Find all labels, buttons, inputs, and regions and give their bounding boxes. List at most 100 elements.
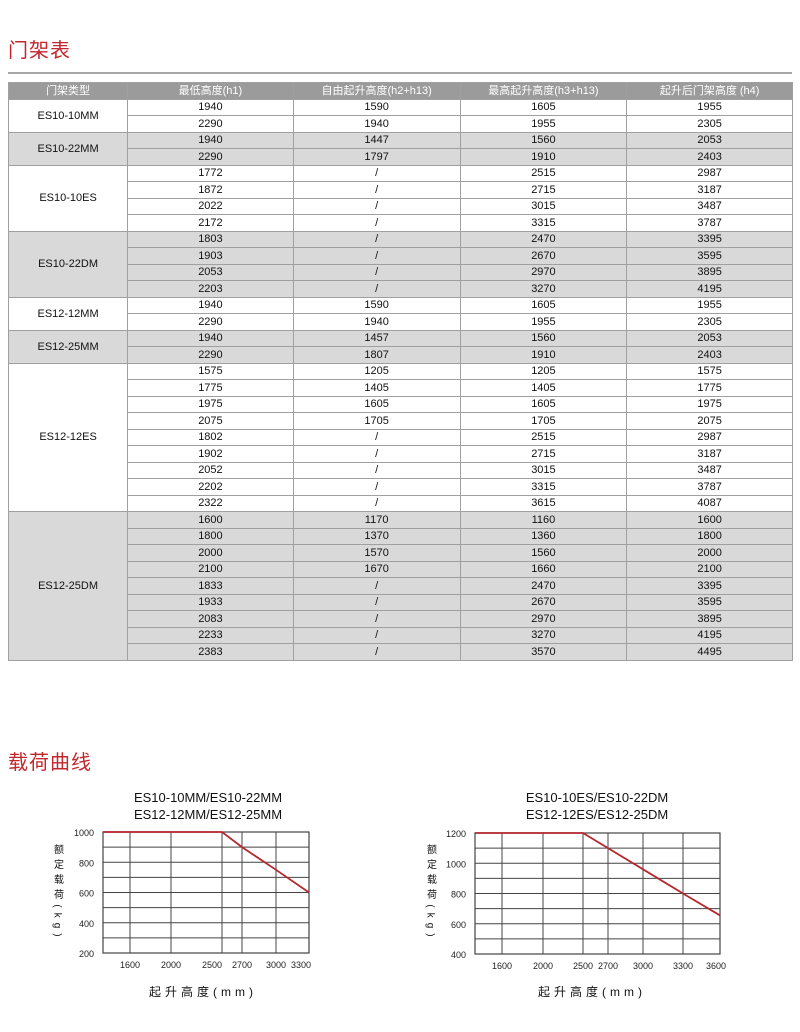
model-cell: ES10-10MM <box>7 98 129 133</box>
y-axis-label: 额定载荷(kg) <box>52 843 64 941</box>
chart-title: ES12-12MM/ES12-25MM <box>134 807 282 822</box>
value-cell: 1800 <box>626 527 793 545</box>
value-cell: 1600 <box>626 511 793 529</box>
value-cell: 2670 <box>459 593 628 611</box>
model-cell: ES12-25MM <box>7 329 129 364</box>
y-axis-label: 额定载荷(kg) <box>425 843 437 941</box>
table-row: 2203/3270 4195 <box>9 280 793 298</box>
load-curve-line <box>103 831 310 894</box>
value-cell: 2022 <box>127 197 294 215</box>
table-row: 1903/2670 3595 <box>9 247 793 265</box>
value-cell: 1955 <box>626 98 793 116</box>
table-row: 1802/2515 2987 <box>9 428 793 446</box>
value-cell: 2000 <box>127 544 294 562</box>
value-cell: 2383 <box>127 643 294 661</box>
table-header-row: 门架类型 最低高度(h1) 自由起升高度(h2+h13) 最高起升高度(h3+h13)… <box>7 82 793 100</box>
table-row: 2383/3570 4495 <box>9 643 793 661</box>
value-cell: 2000 <box>626 544 793 562</box>
x-tick-label: 2700 <box>232 960 252 970</box>
column-header: 自由起升高度(h2+h13) <box>292 82 461 100</box>
value-cell: 3595 <box>626 247 793 265</box>
value-cell: 3570 <box>459 643 628 661</box>
model-cell: ES10-22MM <box>7 131 129 166</box>
value-cell: 2305 <box>626 313 793 331</box>
x-tick-label: 2000 <box>161 960 181 970</box>
table-row: ES12-12ES 1575 1205 1205 1575 <box>7 362 793 512</box>
value-cell: 1800 <box>127 527 294 545</box>
value-cell: 2100 <box>127 560 294 578</box>
value-cell: 1940 <box>127 329 294 347</box>
value-cell: 1802 <box>127 428 294 446</box>
value-cell: / <box>292 577 461 595</box>
value-cell: 2322 <box>127 494 294 512</box>
y-tick-label: 1000 <box>446 859 466 869</box>
chart-title: ES10-10ES/ES10-22DM <box>526 790 668 805</box>
table-row: 2052/3015 3487 <box>9 461 793 479</box>
x-tick-label: 3300 <box>673 961 693 971</box>
x-tick-label: 1600 <box>120 960 140 970</box>
value-cell: 2470 <box>459 577 628 595</box>
value-cell: 1160 <box>459 511 628 529</box>
x-tick-label: 3000 <box>266 960 286 970</box>
value-cell: 1833 <box>127 577 294 595</box>
divider <box>8 72 792 74</box>
value-cell: 3395 <box>626 230 793 248</box>
value-cell: 1660 <box>459 560 628 578</box>
chart-title: ES12-12ES/ES12-25DM <box>526 807 668 822</box>
value-cell: 2052 <box>127 461 294 479</box>
x-tick-label: 3000 <box>633 961 653 971</box>
y-tick-label: 200 <box>79 949 94 959</box>
y-tick-label: 800 <box>451 890 466 900</box>
x-tick-label: 2000 <box>533 961 553 971</box>
value-cell: 1903 <box>127 247 294 265</box>
table-row: ES10-10ES 1772/2515 2987 <box>7 164 793 232</box>
value-cell: 1910 <box>459 346 628 364</box>
mast-table-title: 门架表 <box>8 38 71 62</box>
table-row: ES12-12MM 1940 1590 1605 1955 <box>7 296 793 331</box>
model-cell: ES10-10ES <box>7 164 129 232</box>
column-header: 起升后门架高度 (h4) <box>626 82 793 100</box>
y-tick-label: 1200 <box>446 829 466 839</box>
table-row: ES12-25DM 1600 1170 1160 1600 <box>7 511 793 661</box>
table-row: 2075 1705 1705 2075 <box>9 412 793 430</box>
model-cell: ES12-12MM <box>7 296 129 331</box>
table-row: ES12-25MM 1940 1457 1560 2053 <box>7 329 793 364</box>
value-cell: 1940 <box>127 98 294 116</box>
table-row: 1833/2470 3395 <box>9 577 793 595</box>
load-curve-line <box>475 832 721 917</box>
y-tick-label: 400 <box>451 950 466 960</box>
y-tick-label: 1000 <box>74 828 94 838</box>
value-cell: / <box>292 280 461 298</box>
chart-title: ES10-10MM/ES10-22MM <box>134 790 282 805</box>
value-cell: 2715 <box>459 445 628 463</box>
value-cell: 3395 <box>626 577 793 595</box>
y-tick-label: 400 <box>79 919 94 929</box>
column-header: 门架类型 <box>7 82 129 100</box>
y-tick-label: 800 <box>79 858 94 868</box>
value-cell: 2515 <box>459 428 628 446</box>
load-curves-title: 载荷曲线 <box>8 750 92 774</box>
value-cell: 2053 <box>626 329 793 347</box>
value-cell: 3895 <box>626 610 793 628</box>
table-row: 2322/3615 4087 <box>9 494 793 512</box>
table-row: ES10-22DM 1803/2470 3395 <box>7 230 793 298</box>
model-cell: ES12-25DM <box>7 511 129 661</box>
table-row: 2000 1570 1560 2000 <box>9 544 793 562</box>
value-cell: / <box>292 643 461 661</box>
value-cell: 3270 <box>459 626 628 644</box>
value-cell: 3187 <box>626 181 793 199</box>
value-cell: / <box>292 247 461 265</box>
table-row: ES10-22MM 1940 1447 1560 2053 <box>7 131 793 166</box>
value-cell: 1955 <box>626 296 793 314</box>
x-tick-label: 2500 <box>573 961 593 971</box>
value-cell: 2203 <box>127 280 294 298</box>
value-cell: 1910 <box>459 148 628 166</box>
x-tick-label: 3600 <box>706 961 726 971</box>
x-tick-label: 1600 <box>492 961 512 971</box>
value-cell: 3595 <box>626 593 793 611</box>
value-cell: 1605 <box>292 395 461 413</box>
value-cell: / <box>292 610 461 628</box>
model-cell: ES10-22DM <box>7 230 129 298</box>
value-cell: / <box>292 263 461 281</box>
